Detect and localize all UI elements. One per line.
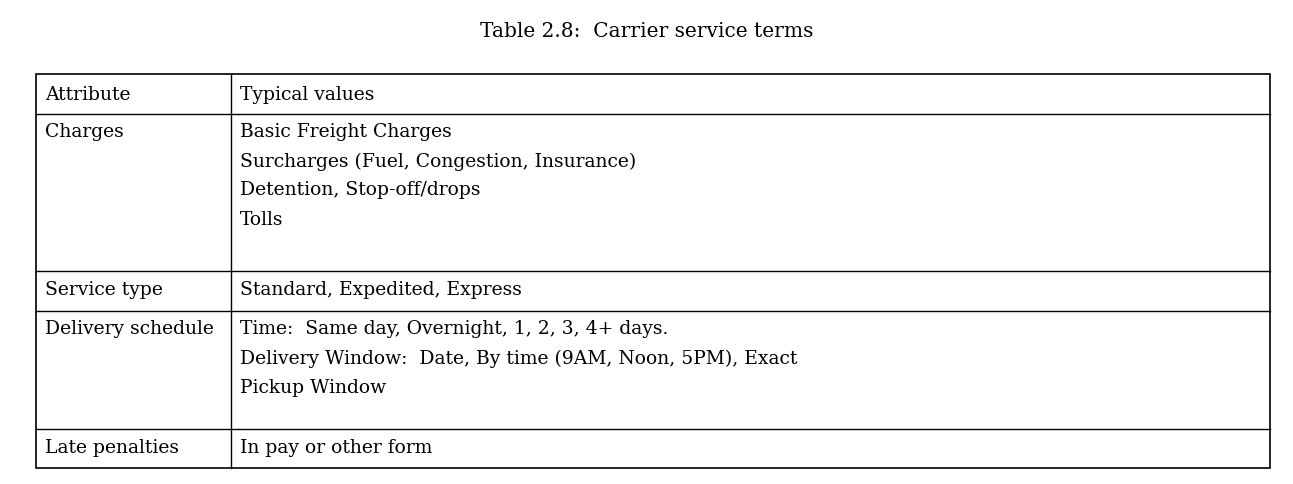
Text: Table 2.8:  Carrier service terms: Table 2.8: Carrier service terms <box>480 22 813 41</box>
Text: In pay or other form: In pay or other form <box>240 438 433 456</box>
Text: Time:  Same day, Overnight, 1, 2, 3, 4+ days.: Time: Same day, Overnight, 1, 2, 3, 4+ d… <box>240 320 668 338</box>
Text: Detention, Stop-off/drops: Detention, Stop-off/drops <box>240 181 481 199</box>
Text: Delivery schedule: Delivery schedule <box>45 320 215 338</box>
Text: Standard, Expedited, Express: Standard, Expedited, Express <box>240 281 522 299</box>
Text: Basic Freight Charges: Basic Freight Charges <box>240 123 451 141</box>
Text: Service type: Service type <box>45 281 163 299</box>
Text: Tolls: Tolls <box>240 210 283 228</box>
Text: Attribute: Attribute <box>45 86 131 104</box>
Text: Surcharges (Fuel, Congestion, Insurance): Surcharges (Fuel, Congestion, Insurance) <box>240 152 636 170</box>
Text: Pickup Window: Pickup Window <box>240 378 387 396</box>
Text: Late penalties: Late penalties <box>45 438 180 456</box>
Text: Typical values: Typical values <box>240 86 375 104</box>
Text: Delivery Window:  Date, By time (9AM, Noon, 5PM), Exact: Delivery Window: Date, By time (9AM, Noo… <box>240 349 798 367</box>
Text: Charges: Charges <box>45 123 124 141</box>
